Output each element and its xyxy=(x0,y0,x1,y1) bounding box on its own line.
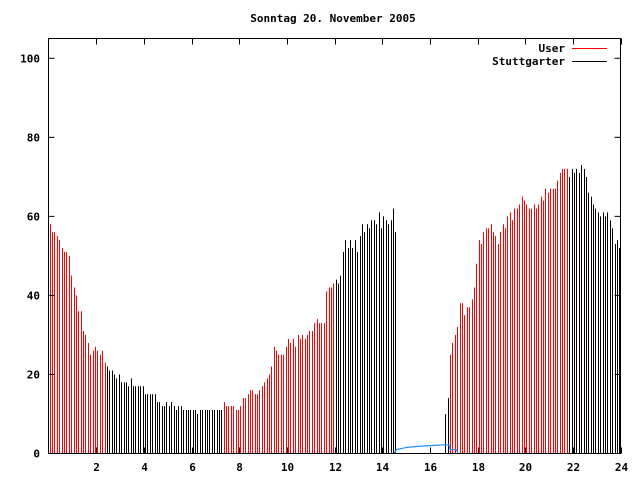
y-tick-label: 0 xyxy=(33,448,40,461)
x-axis: 2 4 6 8 10 12 14 16 18 20 22 24 xyxy=(93,38,629,474)
x-tick-label: 12 xyxy=(329,461,342,474)
x-tick-label: 10 xyxy=(281,461,294,474)
x-tick-label: 20 xyxy=(519,461,532,474)
x-tick-label: 16 xyxy=(424,461,438,474)
y-tick-label: 60 xyxy=(27,210,40,223)
x-tick-label: 6 xyxy=(189,461,196,474)
blue-line-series xyxy=(393,444,459,454)
x-tick-label: 18 xyxy=(472,461,485,474)
chart-title: Sonntag 20. November 2005 xyxy=(250,12,416,25)
y-tick-label: 40 xyxy=(27,289,40,302)
y-tick-label: 100 xyxy=(20,52,40,65)
x-tick-label: 4 xyxy=(141,461,148,474)
plot-border xyxy=(48,38,621,454)
y-tick-label: 20 xyxy=(27,368,40,381)
legend: User Stuttgarter xyxy=(492,42,607,68)
legend-label-user: User xyxy=(539,42,566,55)
x-tick-label: 22 xyxy=(567,461,580,474)
legend-label-stuttgarter: Stuttgarter xyxy=(492,55,565,68)
x-tick-label: 24 xyxy=(615,461,629,474)
x-tick-label: 2 xyxy=(93,461,100,474)
x-tick-label: 14 xyxy=(376,461,390,474)
x-tick-label: 8 xyxy=(236,461,243,474)
bars xyxy=(50,164,620,454)
y-tick-label: 80 xyxy=(27,131,40,144)
y-axis: 0 20 40 60 80 100 xyxy=(20,52,621,461)
